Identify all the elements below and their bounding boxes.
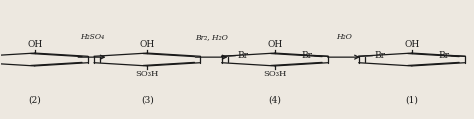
Text: H₂SO₄: H₂SO₄ [80, 33, 104, 41]
Text: (1): (1) [405, 95, 418, 104]
Text: SO₃H: SO₃H [263, 70, 286, 78]
Text: OH: OH [267, 40, 283, 49]
Text: SO₃H: SO₃H [136, 70, 159, 78]
Text: OH: OH [139, 40, 155, 49]
Text: Br: Br [237, 51, 248, 60]
Text: OH: OH [404, 40, 419, 49]
Text: OH: OH [27, 40, 42, 49]
Text: Br: Br [301, 51, 312, 60]
Text: Br: Br [438, 51, 449, 60]
Text: (4): (4) [268, 95, 281, 104]
Text: Br: Br [374, 51, 385, 60]
Text: (2): (2) [28, 95, 41, 104]
Text: H₂O: H₂O [336, 33, 352, 41]
Text: Br₂, H₂O: Br₂, H₂O [195, 33, 228, 41]
Text: (3): (3) [141, 95, 154, 104]
